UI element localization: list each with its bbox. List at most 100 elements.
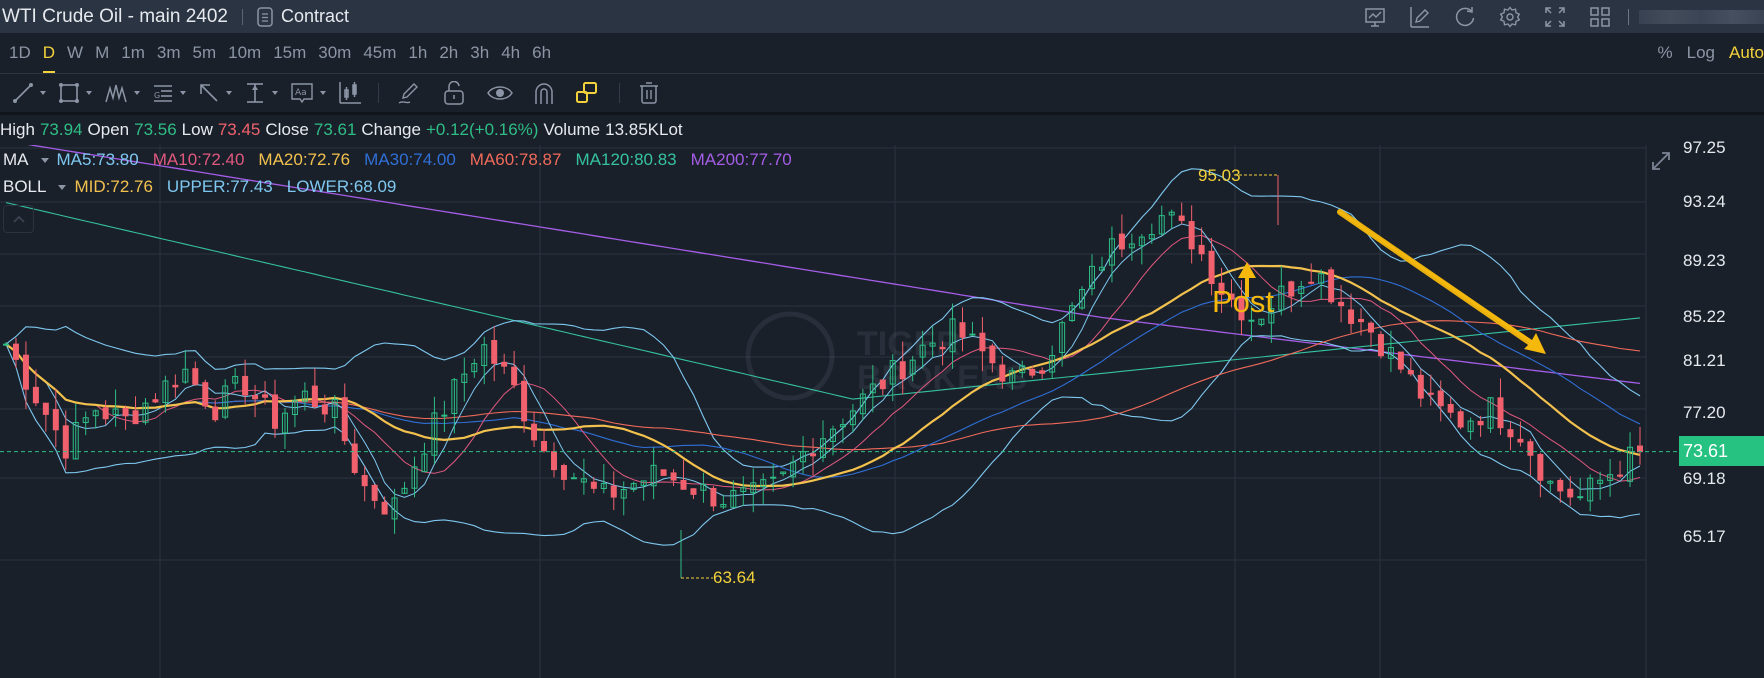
ohlc-info-bar: High 73.94 Open 73.56 Low 73.45 Close 73… — [0, 118, 688, 142]
text-tool-button[interactable]: Aa — [290, 74, 326, 112]
interval-1d[interactable]: 1D — [9, 43, 31, 62]
chevron-down-icon — [58, 184, 67, 190]
price-axis[interactable]: 97.25 93.24 89.23 85.22 81.21 77.20 69.1… — [1683, 138, 1764, 678]
line-tool-button[interactable] — [12, 74, 46, 112]
interval-1m[interactable]: 1m — [121, 43, 145, 62]
interval-4h[interactable]: 4h — [501, 43, 521, 62]
boll-lower-value: LOWER:68.09 — [286, 177, 397, 196]
interval-bar: 1D D W M 1m 3m 5m 10m 15m 30m 45m 1h 2h … — [0, 33, 1764, 74]
interval-10m[interactable]: 10m — [228, 43, 262, 62]
y-tick: 69.18 — [1683, 469, 1726, 488]
contract-button[interactable]: Contract — [257, 6, 349, 27]
chart-monitor-button[interactable] — [1352, 0, 1397, 33]
edit-button[interactable] — [1397, 0, 1442, 33]
chart-monitor-icon — [1364, 7, 1385, 27]
collapse-legend-button[interactable] — [3, 205, 34, 233]
measure-icon — [247, 83, 263, 103]
ma20-value: MA20:72.76 — [258, 150, 351, 169]
expand-diagonal-icon — [1652, 152, 1670, 170]
chevron-down-icon — [40, 157, 49, 163]
toolbar-divider — [619, 83, 620, 103]
change-value: +0.12(+0.16%) — [425, 120, 539, 139]
percent-scale-toggle[interactable]: % — [1657, 43, 1673, 62]
measure-tool-button[interactable] — [244, 74, 278, 112]
close-value: 73.61 — [313, 120, 357, 139]
interval-45m[interactable]: 45m — [363, 43, 397, 62]
last-price-label: 73.61 — [1679, 436, 1764, 466]
ma5-value: MA5:73.80 — [56, 150, 139, 169]
document-icon — [257, 6, 273, 27]
arrow-cursor-icon — [200, 84, 218, 102]
indicator-tool-button[interactable] — [338, 74, 362, 112]
high-label: High — [0, 120, 35, 139]
settings-button[interactable] — [1487, 0, 1532, 33]
layout-button[interactable] — [1577, 0, 1622, 33]
magnet-icon — [535, 83, 553, 104]
interval-w[interactable]: W — [67, 43, 84, 62]
change-label: Change — [361, 120, 421, 139]
link-objects-icon — [576, 82, 597, 103]
ma30-value: MA30:74.00 — [364, 150, 456, 169]
toolbar-divider — [378, 83, 379, 103]
volume-value: 13.85KLot — [605, 120, 683, 139]
ma-indicator-menu[interactable]: MA — [0, 150, 57, 170]
trash-icon — [640, 82, 658, 104]
delete-tool-button[interactable] — [638, 74, 660, 112]
fullscreen-icon — [1544, 6, 1565, 27]
settings-icon — [1499, 5, 1520, 28]
svg-text:TIGER: TIGER — [857, 325, 961, 363]
interval-5m[interactable]: 5m — [192, 43, 217, 62]
link-tool-button[interactable] — [575, 74, 599, 112]
auto-scale-toggle[interactable]: Auto — [1729, 43, 1764, 62]
visibility-tool-button[interactable] — [487, 74, 513, 112]
y-tick: 97.25 — [1683, 138, 1726, 157]
svg-text:G: G — [154, 91, 160, 100]
title-right-divider — [1628, 8, 1629, 25]
open-label: Open — [87, 120, 130, 139]
y-tick: 89.23 — [1683, 251, 1726, 270]
title-divider — [241, 8, 243, 25]
title-bar: WTI Crude Oil - main 2402 Contract — [0, 0, 1764, 33]
ma120-value: MA120:80.83 — [575, 150, 677, 169]
interval-1h[interactable]: 1h — [408, 43, 428, 62]
interval-15m[interactable]: 15m — [273, 43, 307, 62]
y-tick: 81.21 — [1683, 351, 1726, 370]
edit-icon — [1409, 6, 1429, 28]
interval-6h[interactable]: 6h — [532, 43, 552, 62]
high-value: 73.94 — [39, 120, 83, 139]
log-scale-toggle[interactable]: Log — [1686, 43, 1716, 62]
low-label: Low — [181, 120, 213, 139]
fibonacci-icon: G — [154, 85, 172, 102]
brush-tool-button[interactable] — [397, 74, 421, 112]
instrument-title: WTI Crude Oil - main 2402 — [2, 5, 228, 27]
interval-d[interactable]: D — [42, 43, 56, 74]
fibonacci-tool-button[interactable]: G — [152, 74, 186, 112]
close-label: Close — [265, 120, 309, 139]
open-value: 73.56 — [134, 120, 177, 139]
interval-3h[interactable]: 3h — [470, 43, 490, 62]
boll-indicator-menu[interactable]: BOLL — [0, 177, 74, 197]
drawing-toolbar: G Aa — [0, 74, 1764, 112]
pattern-tool-button[interactable] — [104, 74, 140, 112]
magnet-tool-button[interactable] — [533, 74, 555, 112]
ma-legend: MA MA5:73.80 MA10:72.40 MA20:72.76 MA30:… — [0, 150, 806, 170]
interval-2h[interactable]: 2h — [439, 43, 459, 62]
y-tick: 85.22 — [1683, 307, 1726, 326]
svg-text:Aa: Aa — [295, 88, 307, 98]
price-chart[interactable]: TIGER BROKERS MA MA5:73.80 MA10:72.40 MA2… — [0, 138, 1764, 678]
volume-label: Volume — [543, 120, 601, 139]
interval-m[interactable]: M — [95, 43, 110, 62]
expand-chart-button[interactable] — [1650, 150, 1672, 177]
lock-tool-button[interactable] — [443, 74, 465, 112]
redacted-account — [1639, 9, 1764, 24]
rectangle-tool-button[interactable] — [58, 74, 92, 112]
arrow-tool-button[interactable] — [198, 74, 232, 112]
high-price-marker: 95.03 — [1198, 166, 1241, 185]
refresh-button[interactable] — [1442, 0, 1487, 33]
interval-30m[interactable]: 30m — [318, 43, 352, 62]
grid-layout-icon — [1589, 6, 1610, 27]
brush-icon — [398, 83, 418, 104]
fullscreen-button[interactable] — [1532, 0, 1577, 33]
interval-3m[interactable]: 3m — [156, 43, 181, 62]
